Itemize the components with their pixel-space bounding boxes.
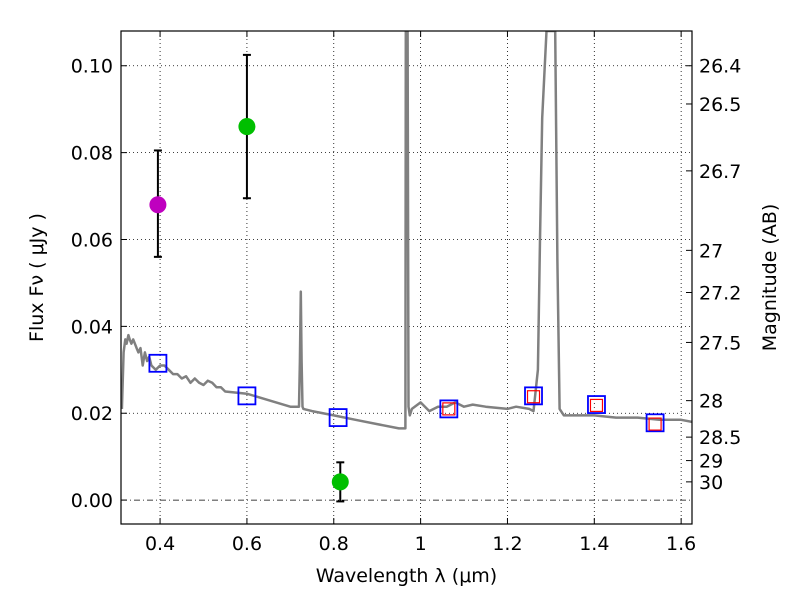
y2-tick-label: 26.4 — [699, 56, 741, 78]
y-tick-label: 0.04 — [71, 316, 113, 338]
synthetic-red-square — [442, 402, 456, 416]
x-tick-label: 1.6 — [666, 533, 696, 555]
model-spectrum-layer — [121, 31, 692, 430]
x-tick-label: 1 — [415, 533, 427, 555]
x-tick-label: 1.4 — [579, 533, 609, 555]
y2-tick-label: 27 — [699, 240, 723, 262]
synthetic-red-square — [648, 417, 662, 431]
synthetic-blue-square — [328, 408, 348, 427]
synthetic-blue-square — [237, 386, 257, 406]
synthetic-blue-square — [587, 395, 606, 414]
y2-axis-label: Magnitude (AB) — [759, 204, 781, 352]
y-tick-label: 0.00 — [71, 490, 113, 512]
y2-tick-label: 28.5 — [699, 427, 741, 449]
x-tick-label: 0.4 — [145, 533, 175, 555]
y2-tick-label: 28 — [699, 391, 723, 413]
detection-point — [238, 118, 256, 136]
synthetic-blue-square — [524, 386, 543, 406]
y2-tick-label: 30 — [699, 472, 723, 494]
y-tick-label: 0.06 — [71, 229, 113, 251]
model-spectrum-line — [121, 31, 692, 430]
detection-point — [331, 473, 349, 491]
y2-tick-label: 29 — [699, 451, 723, 473]
x-tick-label: 0.6 — [232, 533, 262, 555]
y-axis-label: Flux Fν ( μJy ) — [26, 213, 48, 342]
synthetic-red-square — [589, 398, 604, 413]
y2-tick-label: 26.5 — [699, 94, 741, 116]
y-tick-label: 0.10 — [71, 56, 113, 78]
synthetic-blue-square — [148, 353, 168, 373]
grid-layer — [121, 31, 692, 524]
y-tick-label: 0.02 — [71, 403, 113, 425]
y-tick-label: 0.08 — [71, 143, 113, 165]
plot-frame — [120, 30, 693, 525]
synthetic-blue-square — [645, 413, 665, 433]
synthetic-red-square — [526, 390, 541, 404]
synthetic-blue-square — [439, 399, 459, 419]
y2-tick-label: 27.2 — [699, 282, 741, 304]
marker-layer — [148, 118, 665, 491]
y2-tick-label: 26.7 — [699, 161, 741, 183]
x-axis-label: Wavelength λ (μm) — [316, 565, 497, 587]
x-tick-label: 0.8 — [319, 533, 349, 555]
x-tick-label: 1.2 — [492, 533, 522, 555]
detection-point — [149, 196, 167, 214]
y2-tick-label: 27.5 — [699, 332, 741, 354]
tick-layer: 0.4 0.6 0.8 1 1.2 1.4 1.6 0.00 0.02 0.04 0.06 0.08 0… — [71, 31, 741, 555]
